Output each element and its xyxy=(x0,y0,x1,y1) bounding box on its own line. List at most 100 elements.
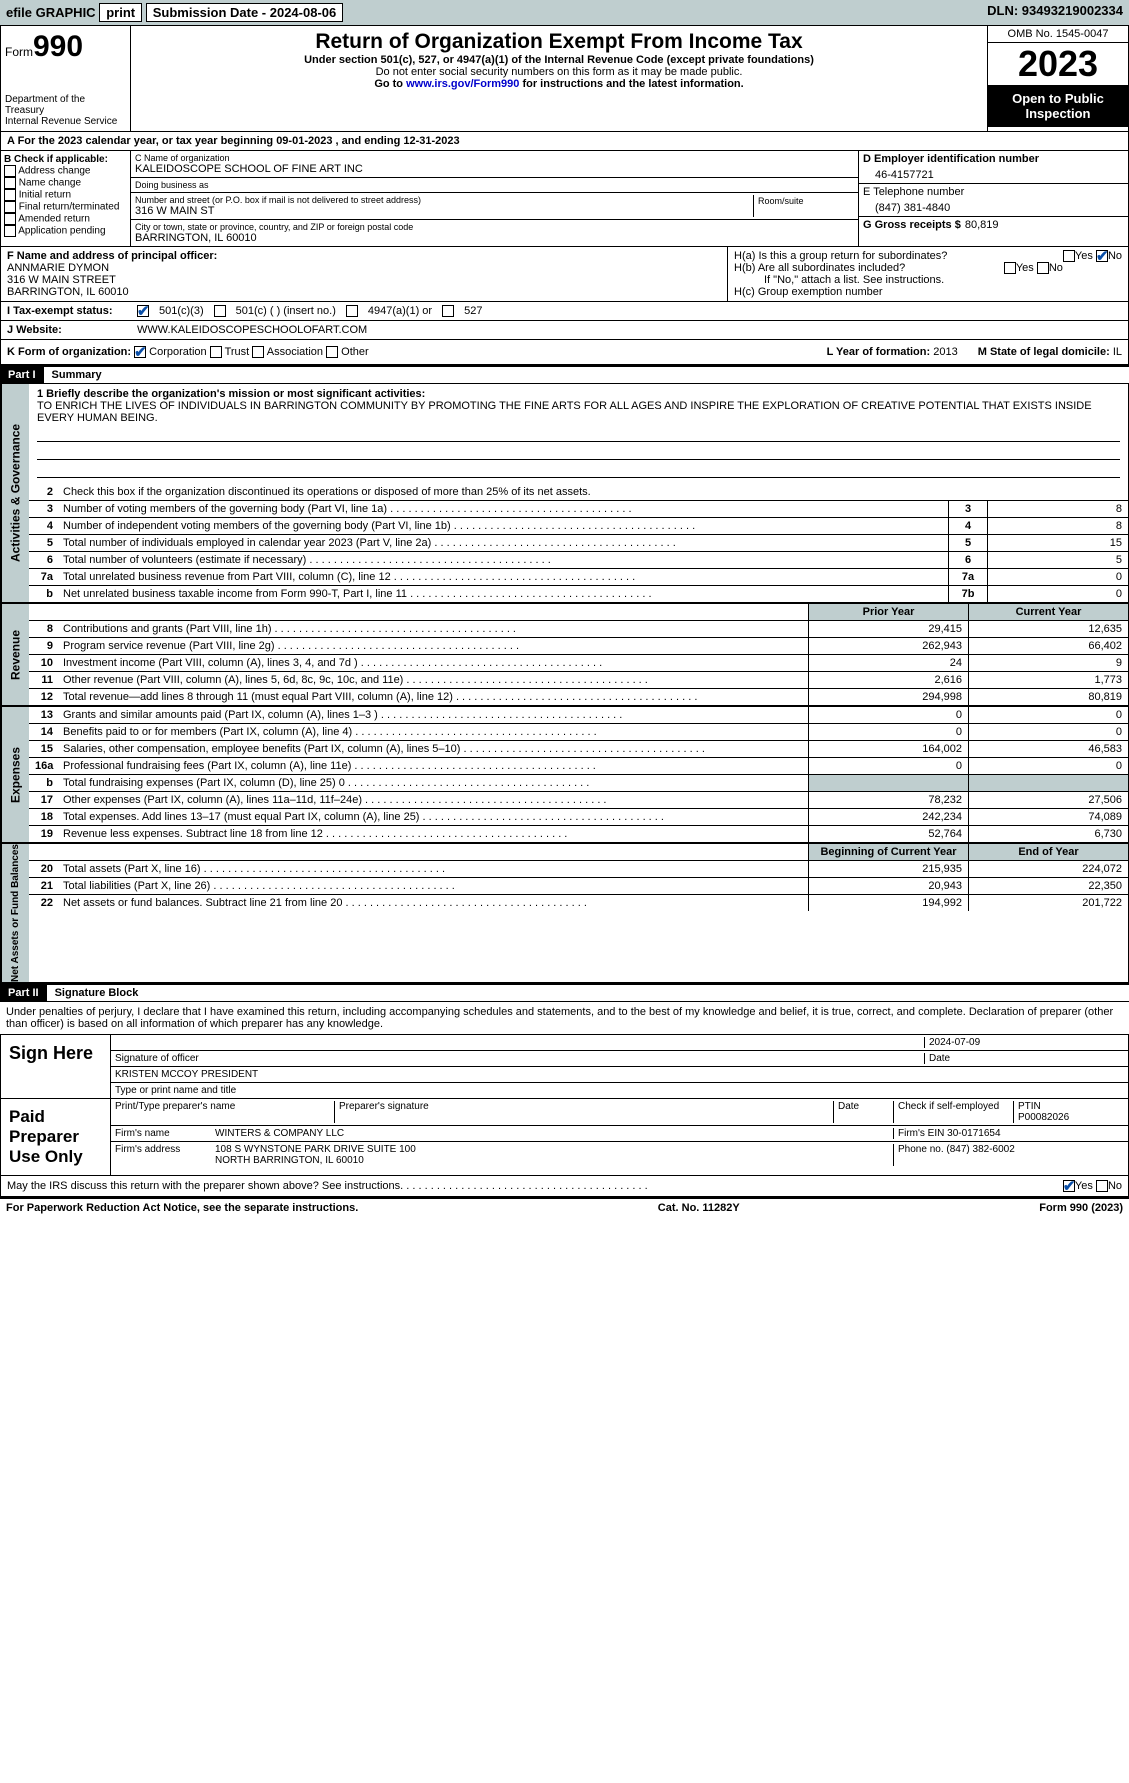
discuss-yes[interactable] xyxy=(1063,1180,1075,1192)
sub3-pre: Go to xyxy=(374,78,406,90)
data-line: 11Other revenue (Part VIII, column (A), … xyxy=(29,672,1128,689)
discuss-no[interactable] xyxy=(1096,1180,1108,1192)
omb: OMB No. 1545-0047 xyxy=(988,26,1128,43)
tax-year: 2023 xyxy=(988,43,1128,85)
officer-label: F Name and address of principal officer: xyxy=(7,250,721,262)
box-b: B Check if applicable: Address change Na… xyxy=(1,151,131,246)
top-bar: efile GRAPHIC print Submission Date - 20… xyxy=(0,0,1129,25)
box-b-item[interactable]: Final return/terminated xyxy=(4,201,127,213)
gross-label: G Gross receipts $ xyxy=(863,219,961,231)
footer-left: For Paperwork Reduction Act Notice, see … xyxy=(6,1202,358,1214)
data-line: 16aProfessional fundraising fees (Part I… xyxy=(29,758,1128,775)
ptin-label: PTIN xyxy=(1018,1101,1124,1112)
tab-revenue: Revenue xyxy=(1,604,29,705)
box-b-item[interactable]: Application pending xyxy=(4,225,127,237)
501c-check[interactable] xyxy=(214,305,226,317)
preparer-sig-label: Preparer's signature xyxy=(335,1101,834,1123)
form-org-label: K Form of organization: xyxy=(7,346,131,358)
data-line: 14Benefits paid to or for members (Part … xyxy=(29,724,1128,741)
corp-check[interactable] xyxy=(134,346,146,358)
summary-line: 6Total number of volunteers (estimate if… xyxy=(29,552,1128,569)
org-name: KALEIDOSCOPE SCHOOL OF FINE ART INC xyxy=(135,163,854,175)
firm-phone: (847) 382-6002 xyxy=(946,1144,1014,1155)
efile-label: efile GRAPHIC xyxy=(6,5,96,20)
form-header: Form990 Department of the Treasury Inter… xyxy=(0,25,1129,132)
ha-label: H(a) Is this a group return for subordin… xyxy=(734,250,947,262)
opt-other: Other xyxy=(341,346,369,358)
box-b-item[interactable]: Initial return xyxy=(4,189,127,201)
print-button[interactable]: print xyxy=(99,3,142,22)
4947-check[interactable] xyxy=(346,305,358,317)
open-inspection: Open to Public Inspection xyxy=(988,85,1128,127)
room-label: Room/suite xyxy=(758,196,804,206)
q2: Check this box if the organization disco… xyxy=(63,486,591,498)
firm-ein: 30-0171654 xyxy=(947,1128,1000,1139)
opt-4947: 4947(a)(1) or xyxy=(368,305,432,317)
sig-officer-label: Signature of officer xyxy=(115,1053,199,1064)
year-formation: 2013 xyxy=(933,346,957,358)
hb-no[interactable] xyxy=(1037,262,1049,274)
year-formation-label: L Year of formation: xyxy=(827,346,931,358)
submission-button[interactable]: Submission Date - 2024-08-06 xyxy=(146,3,344,22)
website-label: J Website: xyxy=(7,324,127,336)
data-line: 21Total liabilities (Part X, line 26)20,… xyxy=(29,878,1128,895)
head-prior: Prior Year xyxy=(808,604,968,620)
box-b-item[interactable]: Address change xyxy=(4,165,127,177)
data-line: 17Other expenses (Part IX, column (A), l… xyxy=(29,792,1128,809)
summary-line: 3Number of voting members of the governi… xyxy=(29,501,1128,518)
opt-527: 527 xyxy=(464,305,482,317)
org-address: 316 W MAIN ST xyxy=(135,205,749,217)
other-check[interactable] xyxy=(326,346,338,358)
ha-yes[interactable] xyxy=(1063,250,1075,262)
assoc-check[interactable] xyxy=(252,346,264,358)
sign-date: 2024-07-09 xyxy=(929,1037,980,1048)
form-title: Return of Organization Exempt From Incom… xyxy=(135,30,983,54)
opt-trust: Trust xyxy=(225,346,250,358)
domicile: IL xyxy=(1113,346,1122,358)
data-line: 15Salaries, other compensation, employee… xyxy=(29,741,1128,758)
trust-check[interactable] xyxy=(210,346,222,358)
firm-ein-label: Firm's EIN xyxy=(898,1128,944,1139)
data-line: 22Net assets or fund balances. Subtract … xyxy=(29,895,1128,911)
self-employed: Check if self-employed xyxy=(898,1101,999,1112)
data-line: 9Program service revenue (Part VIII, lin… xyxy=(29,638,1128,655)
hb-yes[interactable] xyxy=(1004,262,1016,274)
data-line: 10Investment income (Part VIII, column (… xyxy=(29,655,1128,672)
irs-link[interactable]: www.irs.gov/Form990 xyxy=(406,78,519,90)
head-current: Current Year xyxy=(968,604,1128,620)
phone-value: (847) 381-4840 xyxy=(863,198,1124,214)
form-number: 990 xyxy=(33,30,83,63)
officer-signed-name: KRISTEN MCCOY PRESIDENT xyxy=(115,1069,258,1080)
part2-title: Signature Block xyxy=(47,985,147,1001)
opt-assoc: Association xyxy=(267,346,323,358)
opt-501c: 501(c) ( ) (insert no.) xyxy=(236,305,336,317)
dept: Department of the Treasury Internal Reve… xyxy=(5,94,126,127)
prep-date-label: Date xyxy=(834,1101,894,1123)
part1-head: Part I xyxy=(0,367,44,383)
addr-label: Number and street (or P.O. box if mail i… xyxy=(135,195,749,205)
firm-name-label: Firm's name xyxy=(115,1128,215,1139)
box-b-item[interactable]: Name change xyxy=(4,177,127,189)
discuss-text: May the IRS discuss this return with the… xyxy=(7,1180,1063,1192)
dln: DLN: 93493219002334 xyxy=(987,3,1123,22)
officer-addr1: 316 W MAIN STREET xyxy=(7,274,721,286)
sub1: Under section 501(c), 527, or 4947(a)(1)… xyxy=(135,54,983,66)
summary-line: bNet unrelated business taxable income f… xyxy=(29,586,1128,602)
data-line: 12Total revenue—add lines 8 through 11 (… xyxy=(29,689,1128,705)
data-line: 8Contributions and grants (Part VIII, li… xyxy=(29,621,1128,638)
ein-value: 46-4157721 xyxy=(863,165,1124,181)
type-name-label: Type or print name and title xyxy=(115,1085,236,1096)
527-check[interactable] xyxy=(442,305,454,317)
summary-line: 7aTotal unrelated business revenue from … xyxy=(29,569,1128,586)
q1-label: 1 Briefly describe the organization's mi… xyxy=(37,388,1120,400)
officer-addr2: BARRINGTON, IL 60010 xyxy=(7,286,721,298)
hc-label: H(c) Group exemption number xyxy=(734,286,1122,298)
ha-no[interactable] xyxy=(1096,250,1108,262)
data-line: 19Revenue less expenses. Subtract line 1… xyxy=(29,826,1128,842)
501c3-check[interactable] xyxy=(137,305,149,317)
box-b-item[interactable]: Amended return xyxy=(4,213,127,225)
ptin: P00082026 xyxy=(1018,1112,1124,1123)
data-line: 20Total assets (Part X, line 16)215,9352… xyxy=(29,861,1128,878)
date-label: Date xyxy=(929,1053,950,1064)
summary-line: 4Number of independent voting members of… xyxy=(29,518,1128,535)
